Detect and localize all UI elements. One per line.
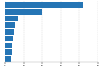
Bar	[5, 23, 15, 28]
Bar	[5, 56, 11, 62]
Bar	[5, 29, 14, 35]
Bar	[5, 16, 18, 21]
Bar	[5, 2, 83, 8]
Bar	[5, 9, 42, 15]
Bar	[5, 36, 13, 41]
Bar	[5, 43, 12, 48]
Bar	[5, 49, 12, 55]
